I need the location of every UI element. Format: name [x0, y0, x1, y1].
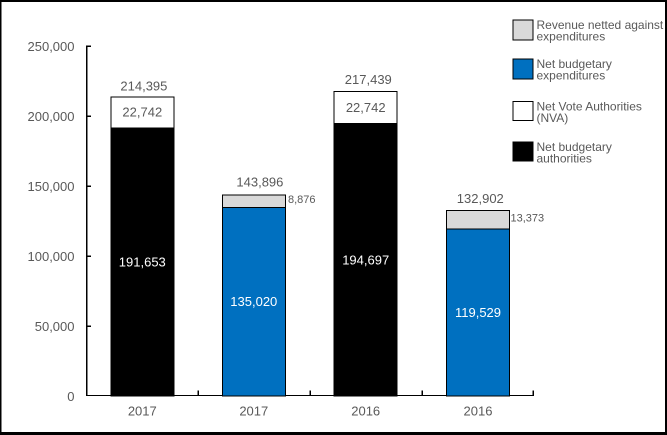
svg-text:214,395: 214,395 — [120, 79, 167, 94]
svg-text:135,020: 135,020 — [230, 294, 277, 309]
svg-text:8,876: 8,876 — [288, 194, 316, 206]
svg-text:194,697: 194,697 — [342, 252, 389, 267]
svg-text:expenditures: expenditures — [537, 30, 606, 44]
svg-text:150,000: 150,000 — [28, 179, 75, 194]
svg-text:200,000: 200,000 — [28, 109, 75, 124]
svg-text:2017: 2017 — [128, 404, 157, 419]
svg-text:expenditures: expenditures — [537, 69, 606, 83]
svg-text:22,742: 22,742 — [122, 105, 162, 120]
svg-text:2016: 2016 — [464, 404, 493, 419]
svg-text:217,439: 217,439 — [345, 72, 392, 87]
svg-text:191,653: 191,653 — [119, 255, 166, 270]
svg-text:50,000: 50,000 — [35, 319, 75, 334]
svg-text:(NVA): (NVA) — [537, 111, 569, 125]
svg-text:Net Vote Authorities: Net Vote Authorities — [537, 100, 642, 114]
svg-text:2017: 2017 — [239, 404, 268, 419]
svg-text:132,902: 132,902 — [457, 191, 504, 206]
svg-text:13,373: 13,373 — [511, 213, 545, 225]
svg-text:2016: 2016 — [351, 404, 380, 419]
svg-text:119,529: 119,529 — [455, 305, 501, 320]
svg-text:Revenue netted against: Revenue netted against — [537, 18, 664, 32]
svg-text:100,000: 100,000 — [28, 249, 75, 264]
svg-text:143,896: 143,896 — [236, 175, 283, 190]
svg-text:Net budgetary: Net budgetary — [537, 140, 612, 154]
svg-text:22,742: 22,742 — [346, 100, 386, 115]
svg-text:Net budgetary: Net budgetary — [537, 57, 612, 71]
svg-text:0: 0 — [67, 389, 74, 404]
svg-text:250,000: 250,000 — [28, 39, 75, 54]
svg-text:authorities: authorities — [537, 152, 592, 166]
